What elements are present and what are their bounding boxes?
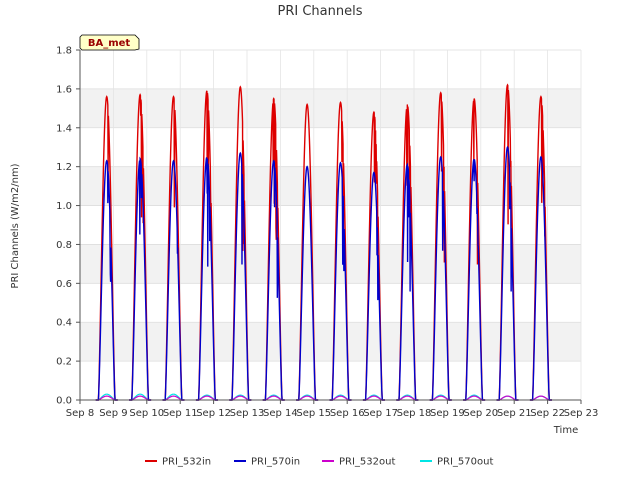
- plot-band: [80, 244, 581, 284]
- y-tick-label: 0.8: [56, 240, 72, 251]
- y-tick-label: 0.6: [56, 279, 72, 290]
- x-tick-label: Sep 22: [530, 408, 565, 419]
- site-label-box: BA_met: [79, 34, 140, 51]
- y-tick-label: 1.8: [56, 46, 72, 57]
- series-lines: [95, 83, 552, 401]
- legend-item-PRI_570out: PRI_570out: [420, 457, 493, 468]
- legend-item-PRI_532out: PRI_532out: [322, 457, 395, 468]
- plot-band: [80, 322, 581, 362]
- legend-item-PRI_532in: PRI_532in: [145, 457, 211, 468]
- x-tick-label: Sep 11: [163, 408, 198, 419]
- y-tick-label: 0.0: [56, 396, 72, 407]
- plot-band: [80, 88, 581, 128]
- x-tick-label: Sep 21: [497, 408, 532, 419]
- y-axis-label: PRI Channels (W/m2/nm): [10, 163, 21, 288]
- y-tick-label: 1.4: [56, 123, 72, 134]
- x-axis-label: Time: [553, 425, 578, 436]
- x-tick-label: Sep 10: [129, 408, 164, 419]
- series-line-PRI_570in: [95, 145, 552, 401]
- x-tick-label: Sep 18: [397, 408, 432, 419]
- plot-bands: [80, 50, 581, 400]
- x-tick-label: Sep 14: [263, 408, 298, 419]
- x-tick-label: Sep 16: [330, 408, 365, 419]
- legend-label: PRI_570in: [251, 457, 300, 468]
- y-tick-label: 0.2: [56, 357, 72, 368]
- y-tick-label: 0.4: [56, 318, 72, 329]
- plot-band: [80, 166, 581, 206]
- legend: PRI_532in PRI_570in PRI_532out PRI_570out: [145, 457, 493, 468]
- x-tick-label: Sep 15: [296, 408, 331, 419]
- series-line-PRI_532in: [95, 83, 552, 401]
- x-tick-label: Sep 12: [196, 408, 231, 419]
- x-tick-label: Sep 19: [430, 408, 465, 419]
- y-tick-label: 1.2: [56, 162, 72, 173]
- legend-label: PRI_570out: [437, 457, 493, 468]
- site-label: BA_met: [88, 38, 131, 49]
- x-tick-label: Sep 9: [99, 408, 127, 419]
- x-tick-label: Sep 8: [66, 408, 94, 419]
- legend-label: PRI_532out: [339, 457, 395, 468]
- x-tick-label: Sep 20: [463, 408, 498, 419]
- x-tick-label: Sep 17: [363, 408, 398, 419]
- y-tick-label: 1.6: [56, 84, 72, 95]
- series-line-PRI_532out: [95, 395, 552, 401]
- legend-label: PRI_532in: [162, 457, 211, 468]
- y-tick-label: 1.0: [56, 201, 72, 212]
- chart-title: PRI Channels: [278, 4, 363, 19]
- x-tick-label: Sep 23: [564, 408, 599, 419]
- axes: 0.0 0.2 0.4 0.6 0.8 1.0 1.2 1.4 1.6 1.8 Sep 8 Sep 9…: [56, 46, 598, 420]
- x-tick-label: Sep 13: [230, 408, 265, 419]
- legend-item-PRI_570in: PRI_570in: [234, 457, 300, 468]
